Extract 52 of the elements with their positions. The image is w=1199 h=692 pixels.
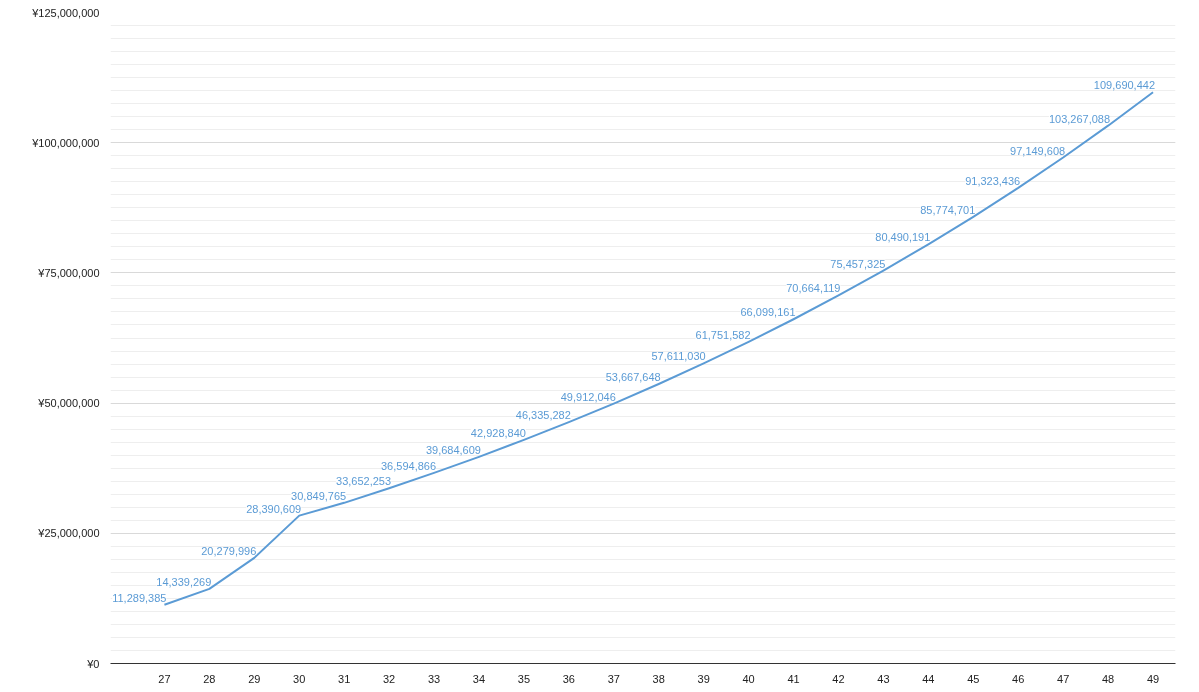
y-tick-label: ¥125,000,000 <box>31 6 100 19</box>
text: 61,751,582 <box>695 328 751 341</box>
text: 20,279,996 <box>201 544 257 557</box>
text: 57,611,030 <box>651 350 706 363</box>
text: 70,664,119 <box>786 282 841 295</box>
y-tick-label: ¥0 <box>86 657 100 670</box>
text: 14,339,269 <box>156 575 212 588</box>
x-tick-label: 33 <box>427 672 441 685</box>
text: 36,594,866 <box>380 459 437 472</box>
x-tick-label: 45 <box>967 672 980 685</box>
x-tick-label: 43 <box>877 672 890 685</box>
text: 103,267,088 <box>1048 112 1111 125</box>
x-tick-label: 27 <box>158 672 171 685</box>
text: 80,490,191 <box>875 231 931 244</box>
text: 75,457,325 <box>830 257 886 270</box>
text: 11,289,385 <box>112 591 167 604</box>
text: 39,684,609 <box>425 443 481 456</box>
x-tick-label: 44 <box>922 672 935 685</box>
x-tick-label: 48 <box>1101 672 1115 685</box>
text: 30,849,765 <box>291 489 347 502</box>
x-tick-label: 28 <box>203 672 216 685</box>
x-tick-label: 30 <box>293 672 306 685</box>
text: 66,099,161 <box>740 306 796 319</box>
text: 33,652,253 <box>336 475 392 488</box>
x-tick-label: 37 <box>607 672 620 685</box>
x-tick-label: 39 <box>697 672 710 685</box>
y-tick-label: ¥100,000,000 <box>31 136 100 149</box>
text: 46,335,282 <box>515 409 571 422</box>
x-tick-label: 36 <box>562 672 575 685</box>
x-tick-label: 46 <box>1012 672 1025 685</box>
x-tick-label: 49 <box>1146 672 1160 685</box>
text: 28,390,609 <box>246 502 302 515</box>
text: 49,912,046 <box>560 390 616 403</box>
x-tick-label: 42 <box>832 672 845 685</box>
x-tick-label: 32 <box>382 672 396 685</box>
x-tick-label: 35 <box>517 672 531 685</box>
text: 85,774,701 <box>920 203 976 216</box>
text: 91,323,436 <box>965 174 1021 187</box>
x-tick-label: 34 <box>472 672 486 685</box>
x-tick-label: 47 <box>1057 672 1070 685</box>
text: 109,690,442 <box>1093 79 1156 92</box>
x-tick-label: 31 <box>338 672 351 685</box>
text: 53,667,648 <box>605 371 661 383</box>
text: 42,928,840 <box>470 426 526 439</box>
y-tick-label: ¥25,000,000 <box>37 527 100 540</box>
x-tick-label: 38 <box>652 672 665 685</box>
y-tick-label: ¥75,000,000 <box>37 266 100 279</box>
text: 97,149,608 <box>1010 144 1066 157</box>
x-tick-label: 41 <box>787 672 800 685</box>
y-tick-label: ¥50,000,000 <box>37 397 100 410</box>
x-tick-label: 29 <box>248 672 261 685</box>
x-tick-label: 40 <box>742 672 755 685</box>
